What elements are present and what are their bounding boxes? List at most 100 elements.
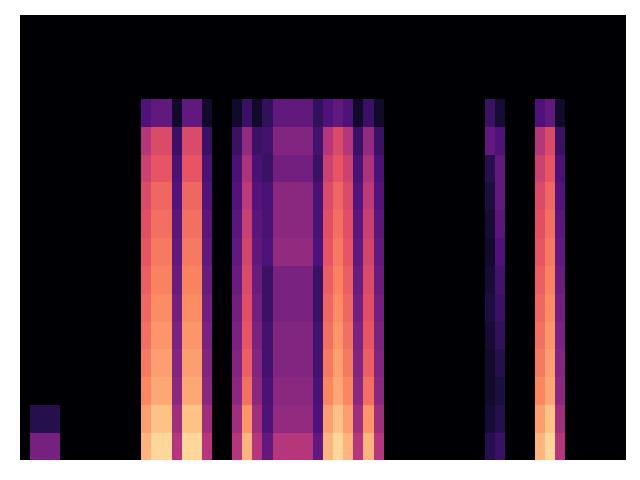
cell [485,43,496,71]
cell [343,377,354,405]
cell [293,238,304,266]
cell [434,293,445,321]
cell [444,98,455,126]
cell [454,126,465,154]
cell [40,126,51,154]
cell [192,210,203,238]
cell [495,404,506,432]
cell [535,404,546,432]
cell [505,43,516,71]
cell [60,71,71,99]
cell [121,432,132,460]
cell [192,43,203,71]
cell [151,182,162,210]
cell [464,15,475,43]
cell [414,154,425,182]
cell [555,182,566,210]
cell [464,238,475,266]
cell [313,349,324,377]
cell [576,238,587,266]
cell [222,154,233,182]
cell [141,404,152,432]
cell [212,210,223,238]
cell [232,321,243,349]
cell [394,15,405,43]
cell [374,293,385,321]
cell [252,238,263,266]
cell [172,182,183,210]
cell [262,377,273,405]
cell [374,154,385,182]
cell [454,43,465,71]
cell [535,126,546,154]
cell [71,404,82,432]
cell [20,210,31,238]
cell [262,98,273,126]
cell [71,126,82,154]
cell [222,126,233,154]
cell [71,265,82,293]
cell [81,154,92,182]
cell [424,377,435,405]
cell [242,377,253,405]
cell [273,377,284,405]
cell [576,98,587,126]
cell [363,15,374,43]
cell [101,182,112,210]
cell [323,377,334,405]
cell [111,293,122,321]
cell [141,349,152,377]
cell [283,71,294,99]
cell [384,349,395,377]
cell [131,265,142,293]
cell [404,15,415,43]
cell [384,154,395,182]
cell [40,154,51,182]
cell [363,293,374,321]
cell [182,71,193,99]
cell [565,432,576,460]
cell [353,404,364,432]
cell [131,293,142,321]
cell [262,265,273,293]
cell [404,432,415,460]
cell [353,210,364,238]
cell [182,98,193,126]
cell [111,43,122,71]
cell [20,349,31,377]
cell [404,349,415,377]
cell [586,321,597,349]
cell [596,126,607,154]
cell [30,349,41,377]
cell [20,15,31,43]
cell [333,432,344,460]
cell [515,154,526,182]
cell [20,293,31,321]
cell [525,43,536,71]
cell [101,15,112,43]
cell [313,432,324,460]
cell [515,98,526,126]
cell [525,15,536,43]
cell [71,238,82,266]
cell [232,154,243,182]
cell [616,404,626,432]
cell [182,126,193,154]
cell [343,182,354,210]
cell [303,126,314,154]
cell [293,15,304,43]
cell [596,15,607,43]
cell [323,265,334,293]
cell [161,43,172,71]
cell [444,238,455,266]
cell [576,126,587,154]
cell [434,154,445,182]
cell [30,404,41,432]
cell [20,71,31,99]
cell [262,182,273,210]
cell [555,265,566,293]
cell [161,238,172,266]
cell [565,377,576,405]
cell [91,404,102,432]
cell [323,238,334,266]
